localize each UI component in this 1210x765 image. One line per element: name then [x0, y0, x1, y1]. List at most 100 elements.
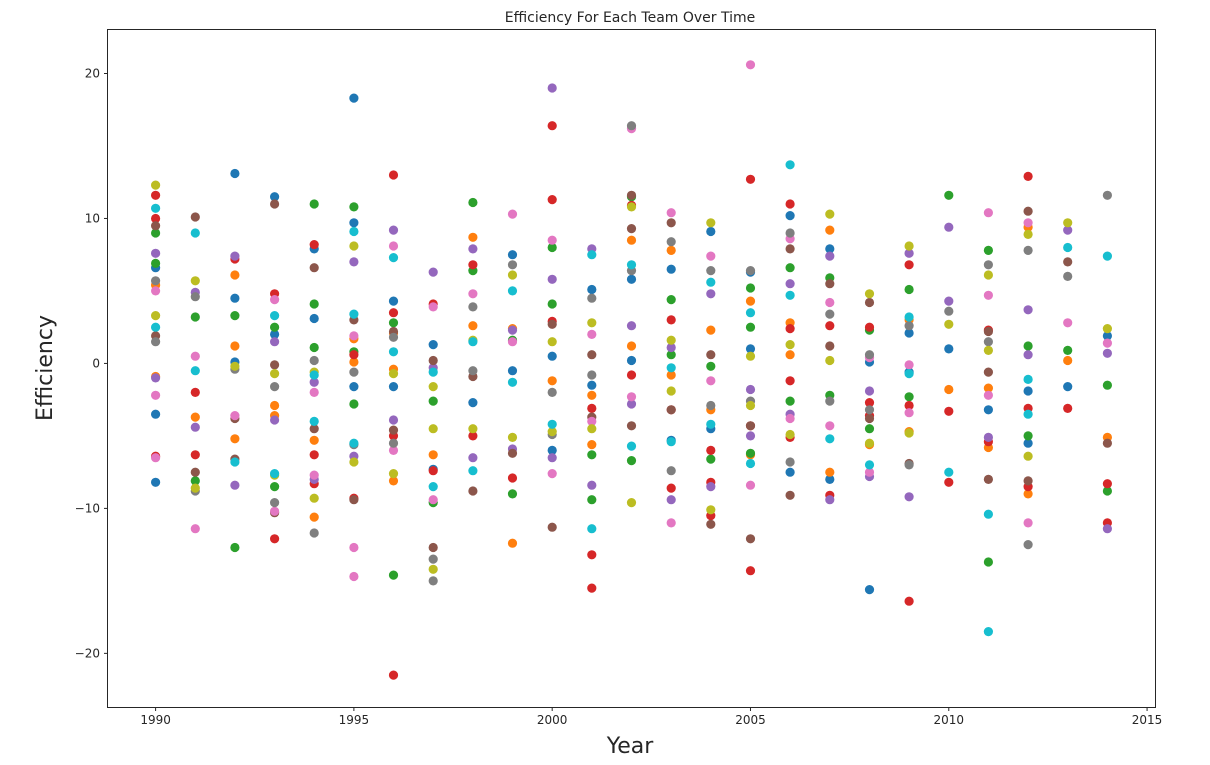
- data-point-4-21: [547, 274, 557, 284]
- data-point-8-32: [785, 340, 795, 350]
- data-point-3-50: [904, 596, 914, 606]
- data-point-6-34: [825, 297, 835, 308]
- data-point-2-24: [587, 450, 597, 460]
- data-point-7-12: [388, 332, 399, 342]
- data-point-9-8: [309, 416, 319, 426]
- data-point-3-26: [587, 550, 597, 560]
- data-point-7-21: [587, 370, 597, 380]
- data-point-8-34: [825, 209, 835, 219]
- data-point-0-15: [428, 340, 438, 350]
- data-point-4-13: [388, 415, 399, 425]
- data-point-7-7: [309, 355, 319, 366]
- data-point-4-47: [1102, 348, 1112, 358]
- data-point-1-15: [428, 450, 438, 460]
- data-point-5-31: [745, 421, 756, 431]
- data-point-4-40: [904, 492, 914, 502]
- data-point-2-40: [864, 424, 875, 434]
- data-point-9-10: [349, 309, 359, 319]
- data-point-6-29: [706, 376, 716, 386]
- data-point-5-40: [983, 326, 994, 337]
- data-point-3-48: [904, 260, 914, 270]
- data-point-5-19: [507, 448, 518, 458]
- data-point-8-15: [428, 564, 438, 574]
- data-point-1-20: [547, 376, 557, 386]
- data-point-5-25: [626, 224, 637, 234]
- data-point-8-35: [825, 355, 835, 366]
- data-point-2-33: [745, 322, 756, 332]
- data-point-2-16: [428, 396, 438, 406]
- data-point-5-37: [864, 297, 875, 308]
- y-axis-label: Efficiency: [33, 315, 58, 421]
- data-point-3-38: [745, 566, 756, 576]
- data-point-5-24: [626, 190, 637, 200]
- data-point-9-24: [626, 441, 637, 451]
- data-point-1-16: [468, 232, 478, 242]
- data-point-8-0: [151, 180, 161, 190]
- data-point-8-24: [626, 202, 637, 212]
- data-point-8-19: [507, 432, 518, 442]
- data-point-9-14: [428, 367, 438, 377]
- data-point-9-11: [349, 438, 359, 448]
- data-point-7-27: [706, 400, 716, 411]
- data-point-6-22: [587, 329, 597, 339]
- data-point-2-3: [190, 476, 200, 486]
- data-point-2-31: [706, 361, 716, 371]
- data-point-6-21: [547, 469, 557, 479]
- data-point-5-7: [270, 360, 280, 370]
- data-point-8-27: [666, 386, 676, 396]
- data-point-0-45: [1102, 331, 1112, 341]
- data-point-3-45: [864, 322, 875, 332]
- data-point-4-32: [745, 431, 756, 441]
- data-point-2-45: [983, 557, 994, 567]
- y-tick-label-4: 20: [85, 66, 100, 80]
- data-point-6-15: [428, 302, 438, 312]
- data-point-2-50: [1102, 486, 1112, 496]
- data-point-7-30: [785, 228, 795, 238]
- data-point-9-28: [706, 419, 716, 429]
- data-point-8-3: [190, 483, 200, 493]
- data-point-6-27: [666, 518, 676, 528]
- data-point-5-18: [468, 486, 478, 496]
- data-point-7-34: [864, 350, 875, 360]
- data-point-1-5: [230, 434, 240, 444]
- data-point-5-3: [190, 467, 200, 477]
- data-point-2-2: [190, 312, 200, 322]
- data-point-5-28: [666, 405, 676, 415]
- data-point-0-36: [864, 585, 875, 595]
- data-point-7-42: [1023, 540, 1033, 550]
- data-point-9-34: [864, 460, 875, 470]
- data-point-4-25: [626, 321, 637, 331]
- data-point-3-39: [785, 199, 795, 209]
- data-point-0-14: [388, 382, 399, 392]
- data-point-0-19: [507, 366, 518, 376]
- data-point-7-8: [309, 528, 319, 538]
- data-point-8-28: [706, 218, 716, 228]
- data-point-5-35: [825, 279, 835, 289]
- data-point-3-36: [745, 174, 756, 184]
- data-point-7-25: [666, 466, 676, 476]
- data-point-7-32: [825, 309, 835, 319]
- data-point-1-23: [626, 235, 637, 245]
- data-point-5-46: [1102, 438, 1112, 448]
- data-point-3-19: [468, 260, 478, 270]
- data-point-0-40: [944, 344, 954, 354]
- data-point-9-21: [587, 250, 597, 260]
- data-point-2-46: [1023, 341, 1033, 351]
- data-point-6-17: [468, 289, 478, 299]
- data-point-8-8: [309, 493, 319, 503]
- data-point-6-6: [270, 295, 280, 305]
- data-point-1-24: [626, 341, 637, 351]
- data-point-0-13: [388, 296, 399, 306]
- data-point-5-32: [745, 534, 756, 544]
- data-point-4-5: [230, 480, 240, 490]
- data-point-8-31: [745, 400, 756, 411]
- data-point-5-41: [983, 367, 994, 377]
- data-point-3-8: [309, 240, 319, 250]
- data-point-6-18: [507, 209, 518, 219]
- data-point-7-38: [944, 306, 954, 316]
- y-tick-label-0: −20: [75, 646, 100, 660]
- data-point-9-2: [190, 228, 200, 238]
- data-point-0-26: [666, 264, 676, 274]
- data-point-9-41: [1023, 409, 1033, 419]
